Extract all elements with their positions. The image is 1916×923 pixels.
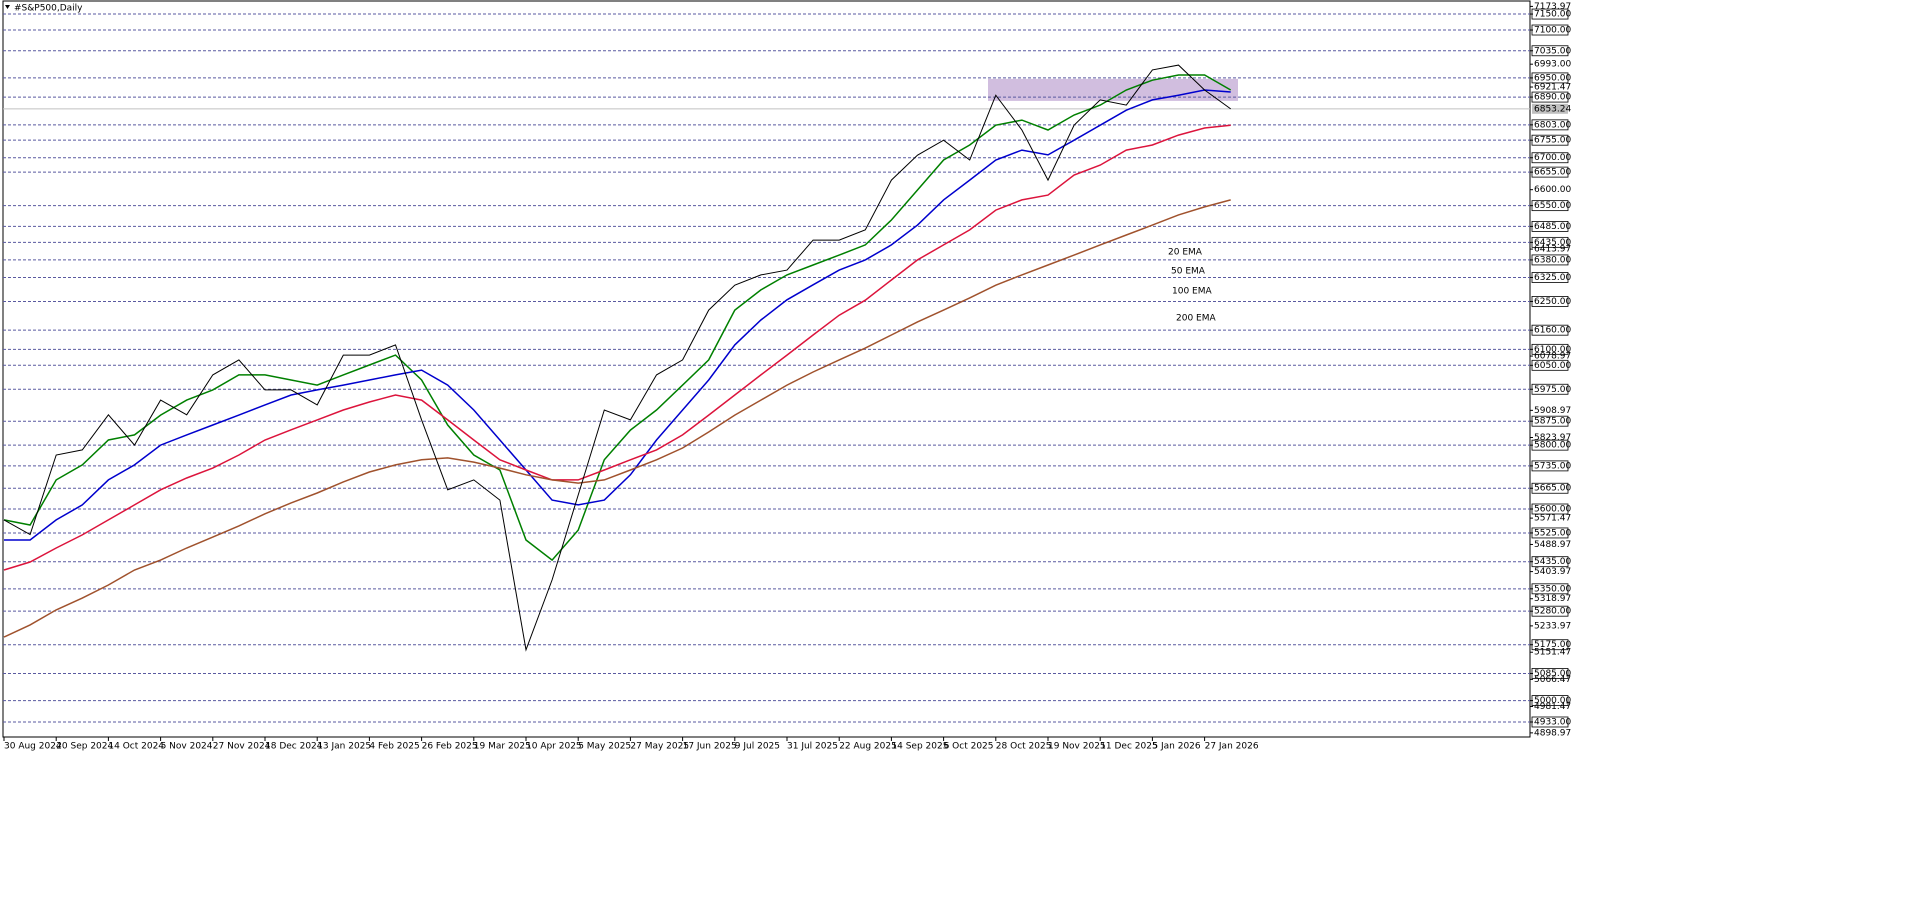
x-tick-label: 4 Feb 2025 — [369, 742, 419, 752]
y-tick-label: 6250.00 — [1534, 297, 1571, 307]
y-tick-label: 6600.00 — [1534, 185, 1571, 195]
y-tick-label: 6100.00 — [1534, 345, 1571, 355]
y-tick-label: 4933.00 — [1534, 717, 1571, 727]
y-tick-label: 6435.00 — [1534, 238, 1571, 248]
y-tick-label: 5066.47 — [1534, 675, 1571, 685]
x-tick-label: 6 Oct 2025 — [944, 742, 994, 752]
y-tick-label: 5151.47 — [1534, 648, 1571, 658]
y-tick-label: 5908.97 — [1534, 406, 1571, 416]
y-tick-label: 6325.00 — [1534, 273, 1571, 283]
legend-label: 20 EMA — [1168, 248, 1203, 258]
x-tick-label: 14 Oct 2024 — [108, 742, 164, 752]
y-tick-label: 6380.00 — [1534, 255, 1571, 265]
y-tick-label: 5800.00 — [1534, 441, 1571, 451]
y-tick-label: 7150.00 — [1534, 10, 1571, 20]
current-price-box — [1532, 103, 1568, 114]
title-arrow — [5, 5, 10, 9]
y-tick-label: 5600.00 — [1534, 505, 1571, 515]
y-tick-label: 6921.47 — [1534, 83, 1571, 93]
x-tick-label: 27 Jan 2026 — [1205, 742, 1259, 752]
x-tick-label: 30 Aug 2024 — [4, 742, 62, 752]
y-tick-label: 7100.00 — [1534, 26, 1571, 36]
ema-line — [3, 124, 1231, 571]
y-tick-label: 6655.00 — [1534, 168, 1571, 178]
y-tick-label: 6890.00 — [1534, 93, 1571, 103]
legend-label: 200 EMA — [1176, 314, 1216, 324]
y-tick-label: 6485.00 — [1534, 222, 1571, 232]
y-tick-label: 6550.00 — [1534, 201, 1571, 211]
y-tick-label: 6050.00 — [1534, 361, 1571, 371]
y-tick-label: 6413.97 — [1534, 245, 1571, 255]
plot-frame — [2, 0, 1531, 738]
y-tick-label: 7173.97 — [1534, 2, 1571, 12]
y-tick-label: 4981.47 — [1534, 702, 1571, 712]
y-tick-label: 6803.00 — [1534, 120, 1571, 130]
chart-title: #S&P500,Daily — [14, 4, 83, 14]
y-tick-label: 5435.00 — [1534, 557, 1571, 567]
ema-line — [3, 199, 1231, 638]
x-tick-label: 20 Sep 2024 — [56, 742, 113, 752]
y-tick-label: 5571.47 — [1534, 514, 1571, 524]
ema-line — [3, 74, 1232, 562]
y-tick-label: 5823.97 — [1534, 433, 1571, 443]
ema-line — [4, 89, 1231, 541]
x-tick-label: 26 Feb 2025 — [422, 742, 478, 752]
x-tick-label: 5 Nov 2024 — [161, 742, 213, 752]
y-tick-label: 5525.00 — [1534, 528, 1571, 538]
y-tick-label: 5403.97 — [1534, 567, 1571, 577]
y-tick-label: 5233.97 — [1534, 621, 1571, 631]
x-tick-label: 17 Jun 2025 — [683, 742, 737, 752]
x-tick-label: 5 Jan 2026 — [1152, 742, 1200, 752]
x-tick-label: 31 Jul 2025 — [787, 742, 838, 752]
x-tick-label: 14 Sep 2025 — [891, 742, 948, 752]
y-tick-label: 6160.00 — [1534, 326, 1571, 336]
y-tick-label: 5665.00 — [1534, 484, 1571, 494]
x-tick-label: 19 Mar 2025 — [474, 742, 531, 752]
x-tick-label: 19 Nov 2025 — [1048, 742, 1106, 752]
price-line — [3, 64, 1231, 652]
y-tick-label: 5175.00 — [1534, 640, 1571, 650]
y-tick-label: 5280.00 — [1534, 607, 1571, 617]
y-tick-label: 6950.00 — [1534, 73, 1571, 83]
y-tick-label: 6078.97 — [1534, 352, 1571, 362]
x-tick-label: 22 Aug 2025 — [839, 742, 897, 752]
y-tick-label: 5318.97 — [1534, 594, 1571, 604]
x-tick-label: 27 Nov 2024 — [213, 742, 271, 752]
y-tick-label: 5000.00 — [1534, 696, 1571, 706]
x-tick-label: 11 Dec 2025 — [1100, 742, 1158, 752]
legend-label: 100 EMA — [1172, 287, 1212, 297]
x-tick-label: 5 May 2025 — [578, 742, 631, 752]
x-tick-label: 13 Jan 2025 — [317, 742, 371, 752]
y-tick-label: 4898.97 — [1534, 728, 1571, 738]
y-tick-label: 6700.00 — [1534, 153, 1571, 163]
y-tick-label: 5735.00 — [1534, 461, 1571, 471]
y-tick-label: 5488.97 — [1534, 540, 1571, 550]
x-tick-label: 27 May 2025 — [630, 742, 689, 752]
current-price-label: 6853.24 — [1534, 104, 1571, 114]
y-tick-label: 7035.00 — [1534, 46, 1571, 56]
y-tick-label: 5975.00 — [1534, 385, 1571, 395]
legend-label: 50 EMA — [1171, 267, 1206, 277]
y-tick-label: 6993.00 — [1534, 60, 1571, 70]
y-tick-label: 5085.00 — [1534, 669, 1571, 679]
y-tick-label: 5875.00 — [1534, 417, 1571, 427]
x-tick-label: 10 Apr 2025 — [526, 742, 582, 752]
y-tick-label: 6755.00 — [1534, 136, 1571, 146]
y-tick-label: 5350.00 — [1534, 584, 1571, 594]
x-tick-label: 9 Jul 2025 — [735, 742, 780, 752]
x-tick-label: 18 Dec 2024 — [265, 742, 323, 752]
x-tick-label: 28 Oct 2025 — [996, 742, 1052, 752]
